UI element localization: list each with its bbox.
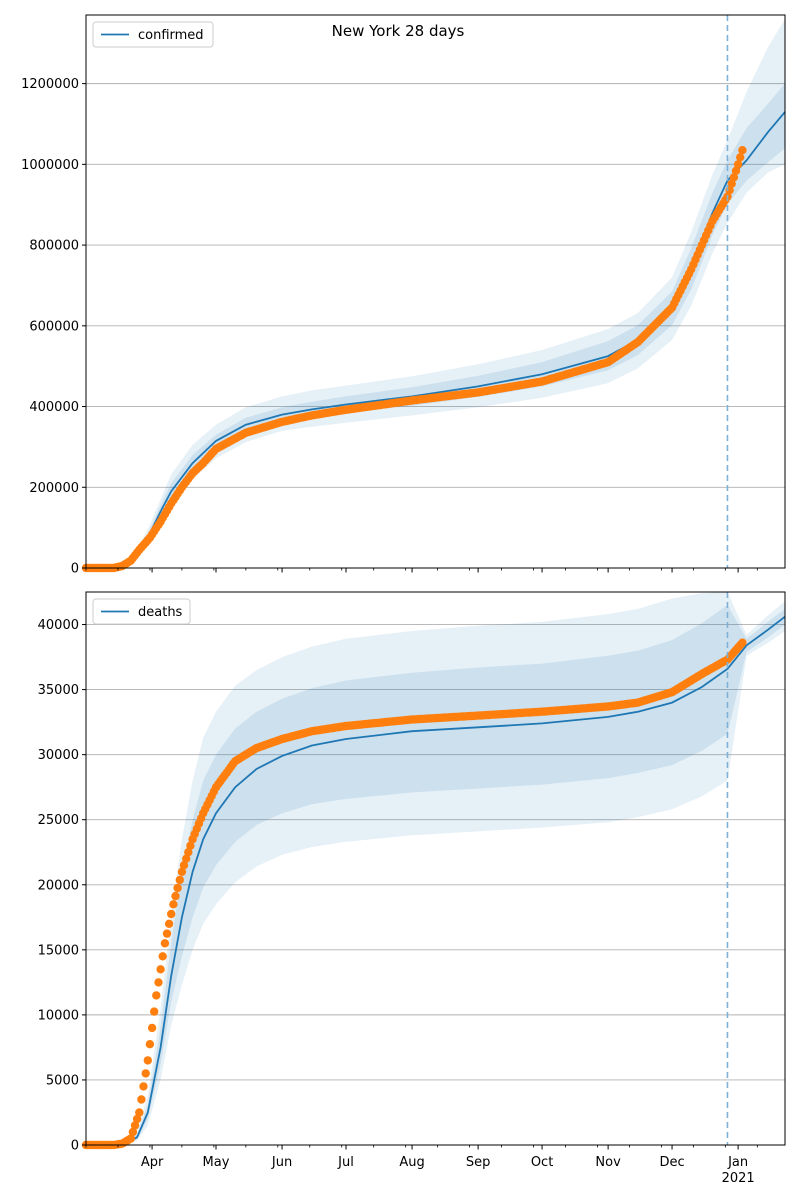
- deaths-y-tick-label: 35000: [38, 683, 79, 698]
- deaths-observed-point: [164, 919, 174, 928]
- deaths-observed-point: [167, 909, 176, 919]
- deaths-y-tick-label: 20000: [38, 878, 79, 893]
- x-tick-label: Jul: [337, 1155, 354, 1170]
- confirmed-y-tick-label: 800000: [29, 239, 79, 254]
- deaths-observed-point: [128, 1127, 138, 1137]
- deaths-y-tick-label: 15000: [38, 943, 79, 958]
- confirmed-y-tick-label: 0: [71, 562, 79, 577]
- confirmed-observed-points: [81, 146, 747, 573]
- deaths-observed-point: [169, 900, 178, 909]
- x-tick-label: Aug: [399, 1155, 424, 1170]
- deaths-legend: deaths: [92, 598, 191, 625]
- deaths-observed-point: [150, 1007, 159, 1016]
- deaths-observed-point: [132, 1114, 142, 1124]
- deaths-observed-point: [154, 978, 163, 987]
- chart-title: New York 28 days: [332, 22, 465, 40]
- deaths-observed-point: [184, 848, 193, 857]
- deaths-observed-point: [177, 867, 187, 876]
- deaths-observed-point: [186, 841, 195, 850]
- deaths-observed-point: [130, 1121, 140, 1130]
- deaths-observed-point: [162, 929, 172, 938]
- deaths-observed-point: [160, 939, 170, 948]
- deaths-observed-point: [156, 965, 165, 974]
- deaths-observed-point: [171, 891, 180, 901]
- deaths-model-line: [86, 615, 786, 1146]
- deaths-y-tick-label: 40000: [38, 618, 79, 633]
- deaths-y-tick-label: 10000: [38, 1008, 79, 1023]
- confirmed-legend-box: [92, 21, 214, 48]
- deaths-bands: [86, 592, 785, 1145]
- deaths-observed-point: [158, 952, 167, 961]
- deaths-y-axis: 0 5000 10000 15000 20000 25000 30000 35000 40000: [38, 618, 86, 1154]
- deaths-observed-point: [143, 1056, 152, 1065]
- confirmed-observed-point: [733, 160, 743, 169]
- confirmed-x-axis: [85, 568, 758, 573]
- deaths-legend-box: [92, 598, 191, 625]
- deaths-observed-points: [81, 638, 747, 1150]
- deaths-y-tick-label: 30000: [38, 748, 79, 763]
- deaths-y-tick-label: 25000: [38, 813, 79, 828]
- deaths-observed-point: [152, 991, 161, 1000]
- confirmed-observed-point: [731, 166, 741, 175]
- panel-deaths: 0 5000 10000 15000 20000 25000 30000 35000 40000…: [38, 591, 786, 1186]
- x-tick-label: Apr: [141, 1155, 164, 1170]
- confirmed-y-tick-label: 400000: [29, 400, 79, 415]
- deaths-observed-point: [141, 1069, 150, 1078]
- deaths-axes-frame: [85, 591, 786, 1146]
- confirmed-model-line: [86, 111, 786, 569]
- x-tick-label: Dec: [659, 1155, 684, 1170]
- confirmed-y-tick-label: 1000000: [21, 158, 79, 173]
- deaths-observed-point: [175, 875, 184, 885]
- confirmed-y-axis: 0 200000 400000 600000 800000 1000000 1200000: [21, 77, 86, 577]
- confirmed-observed-point: [727, 179, 736, 188]
- panel-confirmed: 020000040000060000080000010000001200000 …: [21, 14, 786, 577]
- deaths-band-inner: [86, 605, 785, 1145]
- x-tick-label: Jun: [271, 1155, 292, 1170]
- confirmed-observed-point: [729, 173, 739, 182]
- confirmed-y-tick-label: 600000: [29, 319, 79, 334]
- x-tick-label: May: [203, 1155, 230, 1170]
- x-tick-label: Jan: [727, 1155, 748, 1170]
- confirmed-axes-frame: [85, 14, 786, 569]
- x-year-label: 2021: [722, 1171, 755, 1186]
- deaths-y-tick-label: 5000: [46, 1073, 79, 1088]
- deaths-observed-point: [126, 1134, 135, 1143]
- confirmed-legend-label: confirmed: [138, 28, 204, 43]
- deaths-observed-point: [738, 638, 747, 647]
- confirmed-observed-point: [738, 146, 747, 155]
- confirmed-y-tick-label: 1200000: [21, 77, 79, 92]
- deaths-observed-point: [137, 1095, 146, 1104]
- x-tick-label: Oct: [531, 1155, 553, 1170]
- deaths-observed-point: [147, 1023, 157, 1033]
- confirmed-observed-point: [736, 153, 745, 162]
- confirmed-legend: confirmed: [92, 21, 214, 48]
- deaths-observed-point: [135, 1108, 144, 1117]
- deaths-observed-point: [139, 1082, 148, 1091]
- deaths-observed-point: [173, 883, 182, 893]
- deaths-observed-point: [145, 1040, 155, 1049]
- deaths-observed-point: [182, 854, 191, 863]
- deaths-legend-label: deaths: [138, 605, 183, 620]
- deaths-observed-point: [179, 861, 189, 870]
- x-tick-label: Sep: [466, 1155, 491, 1170]
- x-tick-label: Nov: [595, 1155, 621, 1170]
- confirmed-y-tick-label: 200000: [29, 481, 79, 496]
- deaths-band-outer: [86, 592, 785, 1145]
- deaths-y-tick-label: 0: [71, 1139, 79, 1154]
- confirmed-gridlines: [86, 83, 785, 569]
